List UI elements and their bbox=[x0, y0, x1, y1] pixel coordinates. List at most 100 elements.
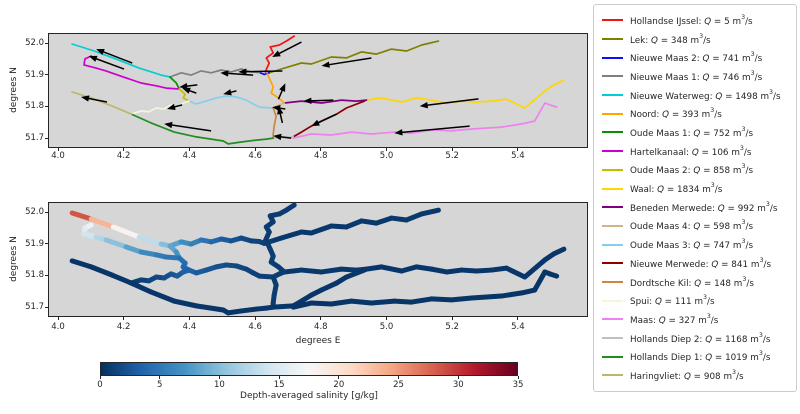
legend-swatch-nieuwe-waterweg bbox=[602, 94, 623, 97]
flow-arrow-shaft-4 bbox=[244, 70, 283, 73]
colorbar-tick-10 bbox=[218, 376, 220, 379]
river-line-maas bbox=[292, 102, 558, 139]
legend-label-nieuwe-merwede: Nieuwe Merwede: Q = 841 m3/s bbox=[630, 256, 772, 270]
legend-label-dordtsche-kil: Dordtsche Kil: Q = 148 m3/s bbox=[630, 275, 754, 289]
salinity-segment bbox=[148, 289, 177, 304]
colorbar-label: Depth-averaged salinity [g/kg] bbox=[240, 391, 378, 401]
colorbar-tick-label-25: 25 bbox=[393, 380, 404, 390]
flow-arrow-shaft-19 bbox=[185, 84, 198, 88]
y-tick-sal-51.8 bbox=[45, 274, 48, 276]
river-line-dordtsche-kil bbox=[272, 107, 277, 139]
salinity-segment bbox=[281, 267, 304, 275]
x-tick-flow-4.4 bbox=[188, 148, 190, 151]
colorbar bbox=[100, 362, 518, 376]
salinity-line-nieuwe-maas-1 bbox=[167, 235, 262, 249]
flow-arrow-shaft-6 bbox=[327, 57, 372, 66]
colorbar-tick-label-15: 15 bbox=[273, 380, 285, 390]
legend-label-haringvliet: Haringvliet: Q = 908 m3/s bbox=[630, 368, 744, 382]
flow-arrow-head-18 bbox=[182, 87, 191, 94]
salinity-segment bbox=[238, 306, 259, 314]
flow-arrow-shaft-10 bbox=[425, 98, 479, 107]
legend-label-maas: Maas: Q = 327 m3/s bbox=[630, 312, 719, 326]
legend-label-lek: Lek: Q = 348 m3/s bbox=[630, 32, 711, 46]
x-tick-flow-5.0 bbox=[386, 148, 387, 151]
salinity-segment bbox=[391, 298, 414, 305]
x-tick-sal-5.2 bbox=[451, 317, 453, 320]
legend-item-waal: Waal: Q = 1834 m3/s bbox=[602, 181, 788, 196]
salinity-segment bbox=[474, 267, 495, 274]
salinity-segment bbox=[343, 267, 368, 280]
legend-swatch-haringvliet bbox=[602, 374, 623, 377]
y-tick-flow-51.8 bbox=[45, 105, 48, 107]
salinity-segment bbox=[109, 272, 134, 286]
x-tick-flow-4.0 bbox=[57, 148, 59, 151]
flow-arrow-head-12 bbox=[311, 119, 320, 127]
salinity-segment bbox=[69, 258, 94, 270]
x-tick-label-flow-4.4: 4.4 bbox=[182, 151, 197, 161]
x-tick-label-flow-4.0: 4.0 bbox=[51, 151, 65, 161]
flow-arrow-shaft-9 bbox=[309, 99, 334, 102]
x-tick-label-sal-4.2: 4.2 bbox=[116, 322, 131, 332]
flow-arrow-shaft-15 bbox=[279, 135, 292, 139]
x-tick-label-sal-4.6: 4.6 bbox=[248, 322, 262, 332]
y-tick-label-flow-51.7: 51.7 bbox=[25, 133, 44, 144]
flow-arrow-head-16 bbox=[223, 89, 232, 96]
salinity-map-canvas bbox=[69, 203, 567, 316]
flow-arrow-shaft-1 bbox=[94, 57, 125, 70]
salinity-segment bbox=[88, 264, 115, 278]
salinity-segment bbox=[180, 267, 192, 275]
colorbar-tick-20 bbox=[338, 376, 340, 379]
salinity-segment bbox=[444, 267, 465, 275]
colorbar-tick-label-0: 0 bbox=[97, 380, 103, 390]
salinity-segment bbox=[379, 264, 405, 274]
legend-item-nieuwe-waterweg: Nieuwe Waterweg: Q = 1498 m3/s bbox=[602, 88, 788, 103]
legend-item-dordtsche-kil: Dordtsche Kil: Q = 148 m3/s bbox=[602, 275, 788, 290]
salinity-line-lek bbox=[266, 207, 441, 245]
salinity-segment bbox=[408, 296, 435, 305]
legend-swatch-oude-maas-2 bbox=[602, 168, 623, 171]
salinity-segment bbox=[373, 215, 394, 226]
y-tick-sal-51.9 bbox=[45, 243, 48, 245]
y-tick-label-flow-51.9: 51.9 bbox=[25, 69, 44, 80]
flow-arrow-head-3 bbox=[164, 121, 173, 129]
legend-item-lek: Lek: Q = 348 m3/s bbox=[602, 32, 788, 47]
y-tick-label-sal-51.7: 51.7 bbox=[25, 302, 44, 313]
legend-swatch-waal bbox=[602, 187, 623, 190]
flow-arrow-shaft-5 bbox=[226, 72, 254, 76]
salinity-x-axis-label: degrees E bbox=[295, 336, 341, 346]
flow-arrow-head-7 bbox=[272, 50, 281, 57]
x-tick-label-flow-5.2: 5.2 bbox=[445, 151, 459, 161]
river-line-oude-maas-2 bbox=[178, 88, 190, 102]
river-line-waal bbox=[365, 79, 565, 109]
salinity-segment bbox=[522, 257, 548, 280]
x-tick-sal-5.0 bbox=[386, 317, 387, 320]
x-tick-sal-4.2 bbox=[123, 317, 125, 320]
salinity-segment bbox=[328, 223, 349, 230]
y-tick-label-flow-52.0: 52.0 bbox=[25, 38, 44, 48]
flow-map-axes bbox=[48, 33, 588, 148]
legend-swatch-hollandse-ijssel bbox=[602, 19, 623, 22]
legend-item-oude-maas-3: Oude Maas 3: Q = 747 m3/s bbox=[602, 237, 788, 252]
salinity-segment bbox=[388, 215, 410, 223]
legend-swatch-nieuwe-maas-2 bbox=[602, 56, 623, 59]
flow-arrow-head-4 bbox=[238, 68, 247, 75]
colorbar-tick-35 bbox=[517, 376, 519, 379]
salinity-segment bbox=[138, 249, 159, 258]
flow-arrow-head-2 bbox=[81, 95, 90, 102]
legend-label-nieuwe-waterweg: Nieuwe Waterweg: Q = 1498 m3/s bbox=[630, 88, 781, 102]
salinity-segment bbox=[88, 216, 116, 230]
salinity-segment bbox=[348, 298, 374, 306]
x-tick-label-sal-5.0: 5.0 bbox=[379, 322, 394, 332]
salinity-segment bbox=[368, 298, 397, 306]
salinity-segment bbox=[532, 269, 548, 293]
legend-swatch-nieuwe-maas-1 bbox=[602, 75, 623, 78]
river-line-lek bbox=[268, 40, 440, 74]
salinity-segment bbox=[290, 300, 314, 310]
salinity-segment bbox=[69, 210, 94, 222]
legend-item-nieuwe-merwede: Nieuwe Merwede: Q = 841 m3/s bbox=[602, 256, 788, 271]
legend-item-hartelkanaal: Hartelkanaal: Q = 106 m3/s bbox=[602, 144, 788, 159]
salinity-line-waal bbox=[363, 246, 567, 280]
river-line-spui bbox=[130, 100, 190, 115]
x-tick-label-flow-5.0: 5.0 bbox=[379, 151, 394, 161]
salinity-segment bbox=[103, 237, 129, 250]
